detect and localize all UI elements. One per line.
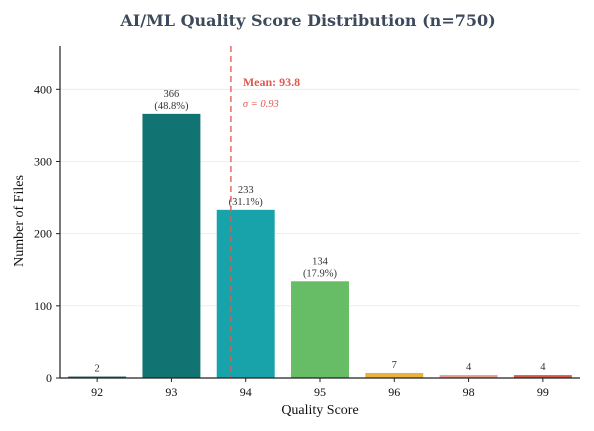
sigma-label: σ = 0.93 — [243, 99, 279, 110]
data-label-92: 2 — [95, 364, 100, 375]
bar-95 — [291, 281, 349, 378]
chart-title: AI/ML Quality Score Distribution (n=750) — [119, 11, 495, 30]
y-tick-label: 100 — [34, 299, 52, 313]
y-tick-label: 300 — [34, 154, 52, 168]
bar-92 — [68, 376, 127, 378]
x-axis-ticks: 92 93 94 95 96 98 99 — [91, 378, 549, 399]
bar-96 — [365, 372, 424, 378]
bars — [68, 113, 572, 378]
x-tick-label: 92 — [91, 385, 103, 399]
x-tick-label: 98 — [463, 385, 475, 399]
bar-94 — [216, 209, 275, 378]
data-label-93: 366 (48.8%) — [154, 89, 189, 112]
data-labels: 2 366 (48.8%) 233 (31.1%) 134 (17.9%) 7 4 4 — [95, 89, 547, 375]
y-tick-label: 200 — [34, 227, 52, 241]
y-tick-label: 0 — [46, 371, 52, 385]
data-label-96: 7 — [392, 360, 397, 371]
bar-93 — [142, 113, 201, 378]
x-tick-label: 93 — [165, 385, 177, 399]
bar-99 — [513, 375, 572, 378]
x-axis-label: Quality Score — [281, 403, 358, 418]
y-tick-label: 400 — [34, 82, 52, 96]
data-label-99: 4 — [540, 362, 546, 373]
mean-label: Mean: 93.8 — [243, 75, 300, 89]
data-label-95: 134 (17.9%) — [303, 256, 338, 279]
x-tick-label: 94 — [240, 385, 252, 399]
bar-98 — [439, 375, 498, 378]
data-label-98: 4 — [466, 362, 472, 373]
x-tick-label: 96 — [388, 385, 400, 399]
x-tick-label: 99 — [537, 385, 549, 399]
y-axis-label: Number of Files — [12, 175, 27, 267]
y-axis-ticks: 0 100 200 300 400 — [34, 82, 60, 385]
x-tick-label: 95 — [314, 385, 326, 399]
data-label-94: 233 (31.1%) — [229, 185, 264, 208]
